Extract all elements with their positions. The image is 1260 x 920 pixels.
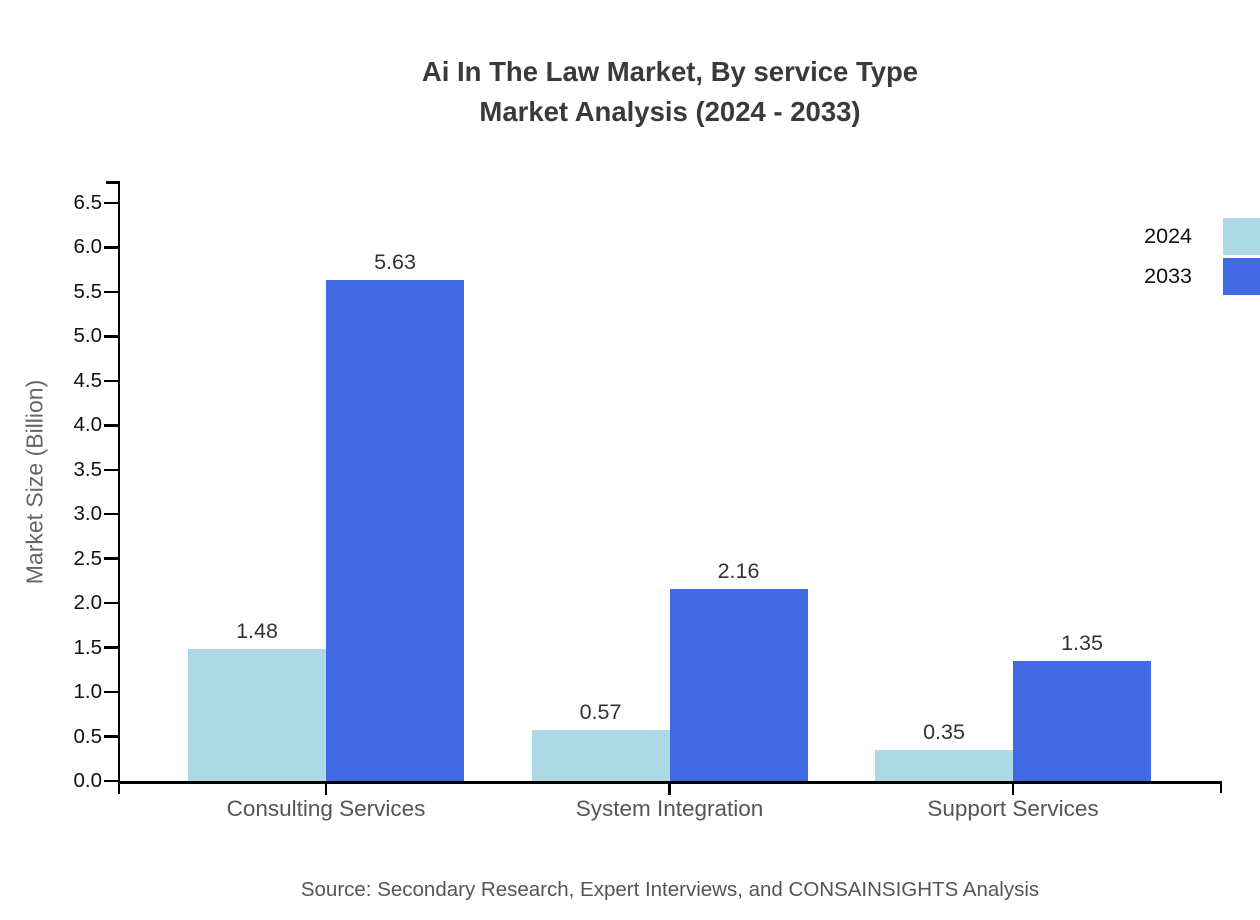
y-tick-mark <box>103 335 118 338</box>
bar-2033-consulting-services <box>326 280 464 781</box>
legend-swatch-2024 <box>1223 218 1260 255</box>
x-tick-mark <box>1011 781 1015 795</box>
chart-title-line2: Market Analysis (2024 - 2033) <box>479 96 861 127</box>
y-tick-label: 2.0 <box>73 591 103 615</box>
y-axis-top-cap <box>105 181 118 184</box>
legend-swatch-2033 <box>1223 258 1260 295</box>
bar-2024-support-services <box>875 749 1013 781</box>
source-note: Source: Secondary Research, Expert Inter… <box>300 878 1040 901</box>
bar-value-label-2033-support-services: 1.35 <box>1061 630 1103 655</box>
y-tick-mark <box>103 557 118 560</box>
x-category-label: Consulting Services <box>226 796 426 821</box>
y-tick-mark <box>103 690 118 694</box>
y-axis-line <box>117 181 120 794</box>
bar-value-label-2033-consulting-services: 5.63 <box>374 250 416 275</box>
bar-2024-consulting-services <box>188 649 326 781</box>
y-tick-label: 4.5 <box>73 368 103 392</box>
y-tick-mark <box>103 468 118 472</box>
y-tick-mark <box>103 201 118 205</box>
x-tick-mark <box>324 781 328 795</box>
x-tick-mark <box>668 781 671 795</box>
y-tick-label: 1.5 <box>73 635 103 659</box>
y-tick-mark <box>103 290 118 294</box>
x-category-label: System Integration <box>575 796 764 821</box>
bar-2024-system-integration <box>531 730 670 781</box>
x-category-label: Support Services <box>927 796 1099 821</box>
y-tick-label: 0.0 <box>73 769 103 792</box>
chart-title-line1: Ai In The Law Market, By service Type <box>421 56 919 87</box>
y-tick-mark <box>103 735 118 738</box>
legend-label-2024: 2024 <box>1144 224 1192 248</box>
y-tick-label: 5.5 <box>73 279 103 303</box>
y-tick-label: 6.5 <box>73 191 103 214</box>
y-tick-mark <box>103 424 118 427</box>
y-tick-label: 2.5 <box>73 546 103 570</box>
y-tick-label: 3.0 <box>73 502 103 526</box>
y-tick-mark <box>103 379 118 383</box>
y-tick-label: 3.5 <box>73 457 103 481</box>
y-tick-label: 1.0 <box>73 680 103 704</box>
y-tick-label: 0.5 <box>73 724 103 748</box>
legend-label-2033: 2033 <box>1144 264 1192 288</box>
chart-title: Ai In The Law Market, By service Type Ma… <box>422 52 918 132</box>
y-tick-mark <box>103 246 118 249</box>
y-tick-mark <box>103 646 118 649</box>
bar-value-label-2024-system-integration: 0.57 <box>579 700 622 725</box>
x-axis-end-cap <box>1219 781 1222 793</box>
bar-value-label-2024-consulting-services: 1.48 <box>236 619 278 644</box>
bar-value-label-2024-support-services: 0.35 <box>923 719 965 744</box>
y-tick-mark <box>103 512 118 516</box>
y-tick-label: 6.0 <box>73 235 103 259</box>
y-tick-label: 4.0 <box>73 413 103 437</box>
bar-2033-system-integration <box>669 588 808 781</box>
bar-2033-support-services <box>1013 660 1151 781</box>
y-tick-label: 5.0 <box>73 324 103 348</box>
y-tick-mark <box>103 601 118 605</box>
y-tick-mark <box>103 779 118 783</box>
bar-value-label-2033-system-integration: 2.16 <box>717 558 760 583</box>
